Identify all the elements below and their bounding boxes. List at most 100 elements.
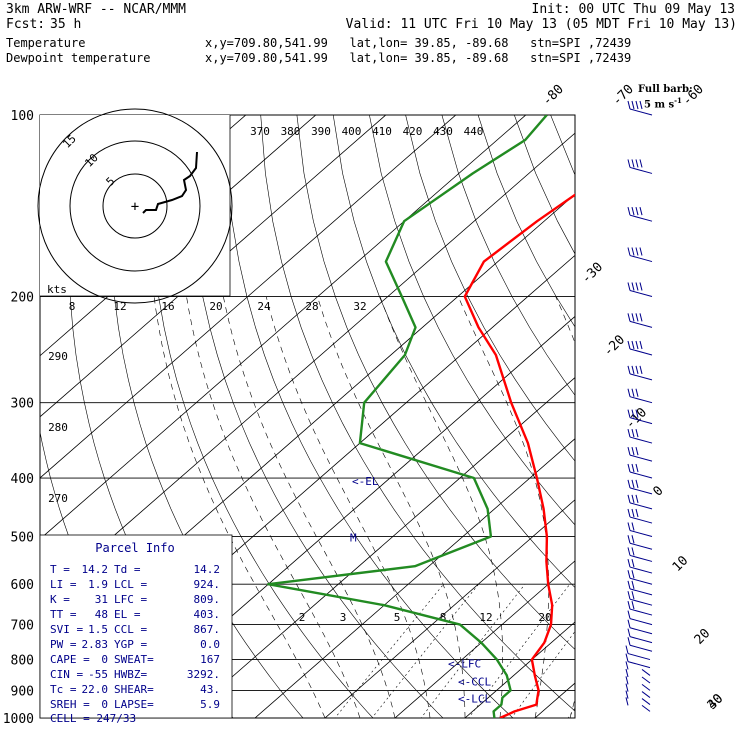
theta-label: 270: [48, 492, 68, 505]
wind-barb-flag: [627, 628, 631, 637]
wind-barb-flag: [635, 428, 639, 438]
parcel-info-cell: 48: [95, 608, 108, 621]
wind-barb-flag: [631, 479, 635, 489]
wind-barb-staff: [629, 598, 653, 606]
wind-barb-flag: [635, 313, 639, 322]
hodograph-ring: [69, 140, 201, 272]
parcel-info-cell: SVI =: [50, 623, 83, 636]
forecast-label: Fcst:: [6, 17, 46, 32]
wind-barb-flag: [625, 690, 629, 699]
hodograph-scale-label: 24: [257, 300, 271, 313]
wind-barb-flag: [631, 365, 635, 375]
moist-adiabat: [223, 296, 396, 718]
hodograph-scale-label: 16: [161, 300, 174, 313]
parcel-info-cell: PW =: [50, 638, 77, 651]
wind-barb-flag: [627, 463, 631, 473]
parcel-info-cell: LI =: [50, 578, 77, 591]
barb-key-value: 5 m s-1: [644, 96, 682, 111]
parcel-info-cell: 1.5: [88, 623, 108, 636]
wind-barb-flag: [631, 100, 635, 110]
parcel-info-background: [39, 534, 233, 719]
wind-barb-flag: [639, 159, 643, 168]
hodograph-origin: +: [131, 199, 139, 215]
wind-barb-staff: [629, 618, 653, 626]
wind-barb-staff: [629, 577, 653, 585]
wind-barb-flag: [635, 247, 639, 256]
wind-barb-flag: [627, 637, 631, 646]
parcel-info-cell: Td =: [114, 563, 141, 576]
isotherm-label: 20: [692, 626, 714, 648]
moist-adiabat: [153, 296, 326, 718]
wind-barb-flag: [631, 600, 635, 610]
isotherm-line: [394, 560, 575, 718]
hodograph-scale-label: 8: [69, 300, 76, 313]
wind-barb-flag: [639, 247, 643, 256]
isotherm-line: [254, 438, 575, 718]
mixing-ratio-line: [334, 584, 444, 718]
wind-barb-flag: [639, 100, 643, 110]
parcel-info-cell: CIN =: [50, 668, 83, 681]
wind-barb-staff: [629, 636, 653, 644]
wind-barb-flag: [625, 653, 629, 662]
pressure-tick-label: 400: [11, 472, 34, 487]
parcel-info-cell: SHEAR=: [114, 683, 154, 696]
isotherm-label: 0: [650, 483, 666, 499]
wind-barb-flag: [635, 100, 639, 110]
pressure-tick-label: 200: [11, 291, 34, 306]
dry-adiabat: [224, 115, 514, 718]
parcel-info-cell: T =: [50, 563, 70, 576]
mixing-ratio-label: 5: [394, 611, 401, 624]
dry-adiabat: [369, 115, 575, 526]
wind-barb-flag: [631, 508, 635, 518]
wind-barb-staff: [629, 436, 653, 444]
temperature-line: [463, 193, 575, 718]
wind-barb-flag: [627, 494, 631, 504]
wind-barb-flag: [627, 479, 631, 489]
wind-barbs: [625, 100, 653, 712]
wind-barb-flag: [627, 508, 631, 518]
wind-barb-flag: [631, 388, 635, 397]
wind-barb-staff: [629, 108, 653, 116]
wind-barb-flag: [627, 313, 631, 322]
wind-barb-staff: [629, 542, 653, 550]
isotherm-label: 10: [670, 553, 692, 575]
wind-barb-flag: [627, 409, 631, 418]
wind-barb-staff: [627, 653, 651, 661]
wind-barb-staff: [629, 644, 653, 652]
wind-barb-flag: [627, 610, 631, 619]
wind-barb-staff: [641, 684, 651, 691]
wind-barb-staff: [629, 516, 653, 524]
wind-barb-staff: [629, 348, 653, 356]
wind-barb-flag: [639, 340, 643, 350]
isotherm-line: [324, 499, 575, 718]
wind-barb-staff: [629, 290, 653, 298]
wind-barb-flag: [631, 428, 635, 438]
hodograph-ring: [37, 108, 233, 304]
parcel-info-cell: 0: [101, 653, 108, 666]
wind-barb-staff: [629, 417, 653, 425]
barb-key-title: Full barb:: [638, 84, 693, 95]
wind-barb-flag: [627, 522, 631, 531]
wind-barb-flag: [627, 159, 631, 168]
parcel-level-label: M: [350, 531, 357, 544]
wind-barb-staff: [641, 698, 651, 705]
moist-adiabat: [640, 297, 740, 719]
wind-barb-flag: [627, 619, 631, 628]
pressure-tick-label: 700: [11, 619, 34, 634]
wind-barb-flag: [627, 207, 631, 216]
dry-adiabat: [149, 115, 374, 718]
isotherm-line: [590, 102, 740, 731]
wind-barb-staff: [629, 554, 653, 562]
sounding-series: [267, 115, 575, 718]
theta-label: 400: [342, 125, 362, 138]
parcel-info-cell: CCL =: [114, 623, 147, 636]
theta-label: 420: [403, 125, 423, 138]
plot-frame: [39, 114, 576, 719]
moist-adiabat: [555, 296, 575, 718]
parcel-info-cell: 167: [200, 653, 220, 666]
wind-barb-flag: [635, 282, 639, 291]
isotherm-label: -10: [623, 405, 650, 432]
wind-barb-flag: [625, 645, 629, 654]
theta-label: 390: [311, 125, 331, 138]
